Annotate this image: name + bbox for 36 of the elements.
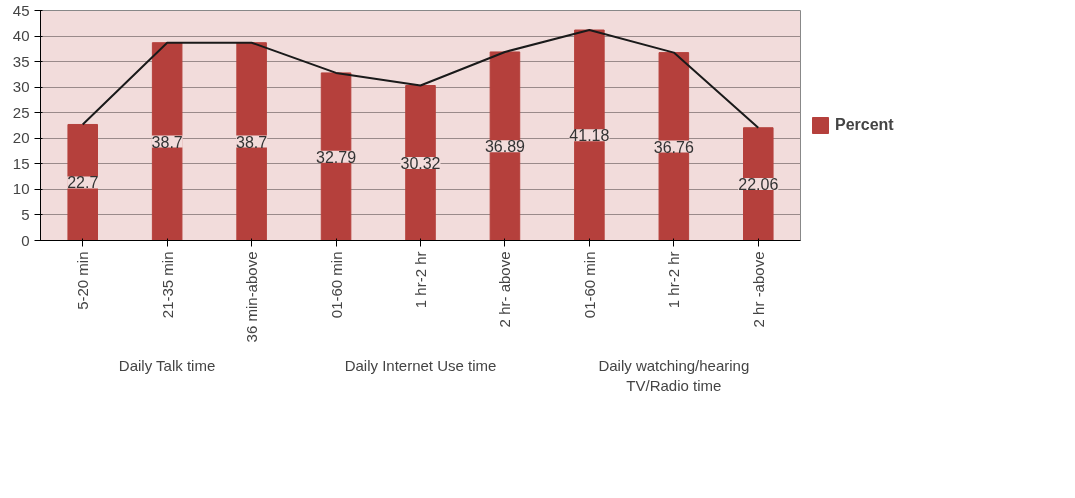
x-tick-label: 5-20 min [74, 251, 92, 310]
x-tick-label: 36 min-above [243, 251, 261, 343]
legend-label: Percent [835, 116, 894, 134]
data-label: 32.79 [316, 148, 357, 166]
text: Daily Internet Use time [344, 356, 497, 374]
y-tick-label: 5 [21, 205, 30, 223]
text: Daily Talk time [118, 356, 216, 374]
y-tick-label: 30 [12, 78, 30, 96]
data-label: 41.18 [569, 127, 610, 145]
data-label: 22.06 [738, 176, 779, 194]
x-tick-label: 01-60 min [580, 251, 598, 319]
x-tick-label: 2 hr- above [496, 251, 514, 328]
x-tick-label: 21-35 min [158, 251, 176, 319]
text: Daily watching/hearing TV/Radio time [598, 356, 750, 394]
x-tick-label: 1 hr-2 hr [665, 251, 683, 309]
data-label: 36.89 [484, 138, 526, 156]
y-tick-label: 15 [12, 154, 30, 172]
bar [151, 42, 183, 241]
data-label: 36.76 [653, 138, 694, 156]
y-tick-label: 45 [12, 1, 30, 19]
line-series [81, 29, 760, 129]
y-tick-label: 10 [12, 180, 30, 198]
y-tick-label: 20 [12, 129, 30, 147]
data-label: 38.7 [151, 133, 183, 151]
x-tick-label: 2 hr -above [749, 251, 767, 328]
x-tick-label: 01-60 min [327, 251, 345, 319]
bar [236, 42, 267, 241]
y-tick-label: 25 [12, 103, 30, 121]
y-tick-label: 40 [12, 27, 30, 45]
y-tick-label: 0 [21, 231, 30, 249]
data-label: 22.7 [67, 174, 99, 192]
bar [67, 123, 98, 241]
x-tick-label: 1 hr-2 hr [412, 251, 429, 309]
data-label: 30.32 [400, 155, 441, 173]
data-label: 38.7 [236, 133, 268, 151]
y-tick-label: 35 [12, 52, 30, 70]
